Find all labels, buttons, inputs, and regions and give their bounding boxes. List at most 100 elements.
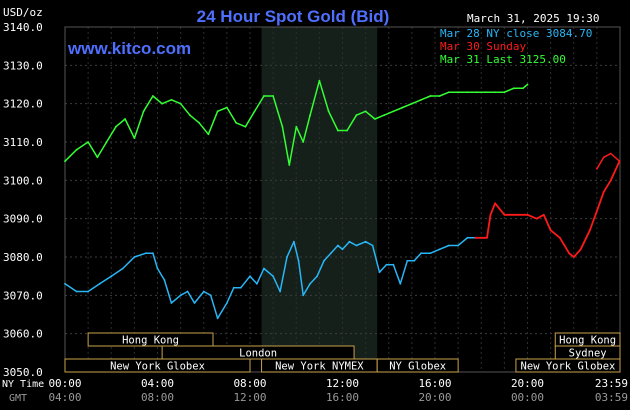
- x-tick-label-ny: 04:00: [141, 377, 174, 390]
- data-point: [288, 164, 291, 166]
- data-point: [124, 118, 126, 120]
- x-tick-label-ny: 12:00: [326, 377, 359, 390]
- data-point: [522, 87, 524, 90]
- y-axis-ticks: 3140.0 3130.0 3120.0 3110.0 3100.0 3090.0 3080…: [3, 21, 43, 379]
- data-point: [515, 213, 517, 216]
- data-point: [309, 114, 311, 117]
- data-point: [145, 252, 147, 255]
- data-point: [559, 236, 561, 239]
- data-point: [596, 210, 598, 212]
- data-point: [420, 98, 422, 101]
- data-point: [318, 79, 321, 82]
- data-point: [489, 213, 492, 216]
- data-point: [226, 302, 228, 304]
- chart-title: 24 Hour Spot Gold (Bid): [197, 7, 390, 26]
- data-point: [457, 244, 459, 247]
- data-point: [406, 259, 409, 262]
- data-point: [503, 91, 506, 94]
- session-bottom-box: [515, 358, 621, 373]
- data-point: [152, 95, 154, 97]
- data-point: [429, 252, 432, 255]
- legend-ny-close: Mar 28 NY close 3084.70: [440, 27, 592, 40]
- unit-label: USD/oz: [3, 6, 43, 19]
- y-tick-label: 3080.0: [3, 251, 43, 264]
- legend-sunday: Mar 30 Sunday: [440, 40, 526, 53]
- legend-last: Mar 31 Last 3125.00: [440, 53, 566, 66]
- data-point: [202, 290, 205, 293]
- session-bottom-box: [64, 358, 251, 373]
- data-point: [429, 95, 432, 97]
- data-point: [302, 141, 305, 143]
- data-point: [346, 129, 348, 132]
- data-point: [110, 275, 113, 278]
- session-bottom-box: [376, 358, 459, 373]
- data-point: [281, 125, 284, 128]
- data-point: [207, 133, 210, 136]
- data-point: [186, 290, 189, 293]
- data-point: [401, 106, 404, 109]
- y-tick-label: 3100.0: [3, 174, 43, 187]
- data-point: [98, 282, 101, 285]
- y-tick-label: 3060.0: [3, 328, 43, 341]
- data-point: [385, 263, 388, 266]
- data-point: [115, 125, 117, 128]
- data-point: [535, 217, 538, 220]
- x-axis-label-ny: NY Time: [2, 379, 44, 390]
- data-point: [411, 102, 413, 105]
- site-watermark[interactable]: www.kitco.com: [67, 39, 191, 58]
- data-point: [263, 95, 265, 97]
- x-tick-label-ny: 00:00: [48, 377, 81, 390]
- session-top-box: [87, 332, 214, 347]
- data-point: [526, 213, 529, 216]
- y-tick-label: 3130.0: [3, 59, 43, 72]
- data-point: [216, 317, 219, 320]
- data-point: [364, 110, 367, 113]
- data-point: [302, 294, 305, 297]
- data-point: [542, 213, 545, 216]
- data-point: [75, 148, 78, 151]
- x-tick-label-ny: 23:59: [595, 377, 628, 390]
- data-point: [297, 259, 300, 262]
- data-point: [286, 256, 288, 258]
- data-point: [568, 252, 570, 255]
- shade-rect: [261, 27, 378, 372]
- session-mid-box: [161, 345, 355, 360]
- data-point: [378, 271, 381, 274]
- data-point: [399, 282, 402, 285]
- data-point: [121, 267, 124, 270]
- data-point: [438, 95, 441, 97]
- data-point: [448, 244, 450, 247]
- data-point: [374, 118, 376, 120]
- legend: Mar 28 NY close 3084.70 Mar 30 Sunday Ma…: [440, 27, 592, 66]
- data-point: [466, 91, 469, 94]
- data-point: [235, 121, 238, 124]
- data-point: [96, 156, 99, 159]
- data-point: [355, 114, 358, 117]
- data-point: [87, 290, 89, 293]
- session-top-label: Hong Kong: [559, 335, 616, 347]
- data-point: [64, 160, 66, 163]
- data-point: [75, 290, 78, 293]
- data-point: [198, 121, 201, 124]
- data-point: [105, 141, 108, 143]
- data-point: [239, 286, 242, 289]
- data-point: [161, 102, 164, 105]
- x-tick-label-gmt: 12:00: [233, 391, 266, 404]
- data-point: [618, 160, 621, 163]
- data-point: [293, 240, 295, 243]
- data-point: [448, 91, 450, 94]
- data-point: [602, 190, 605, 193]
- data-point: [152, 252, 154, 255]
- data-point: [475, 91, 478, 94]
- y-tick-label: 3050.0: [3, 366, 43, 379]
- data-point: [348, 240, 351, 243]
- data-point: [364, 240, 367, 243]
- nymex-session-shade: [261, 27, 378, 372]
- session-bottom-label: NY Globex: [389, 361, 446, 373]
- session-bottom-label: New York NYMEX: [275, 361, 364, 373]
- data-point: [579, 248, 582, 251]
- data-point: [371, 244, 374, 247]
- x-tick-label-ny: 08:00: [233, 377, 266, 390]
